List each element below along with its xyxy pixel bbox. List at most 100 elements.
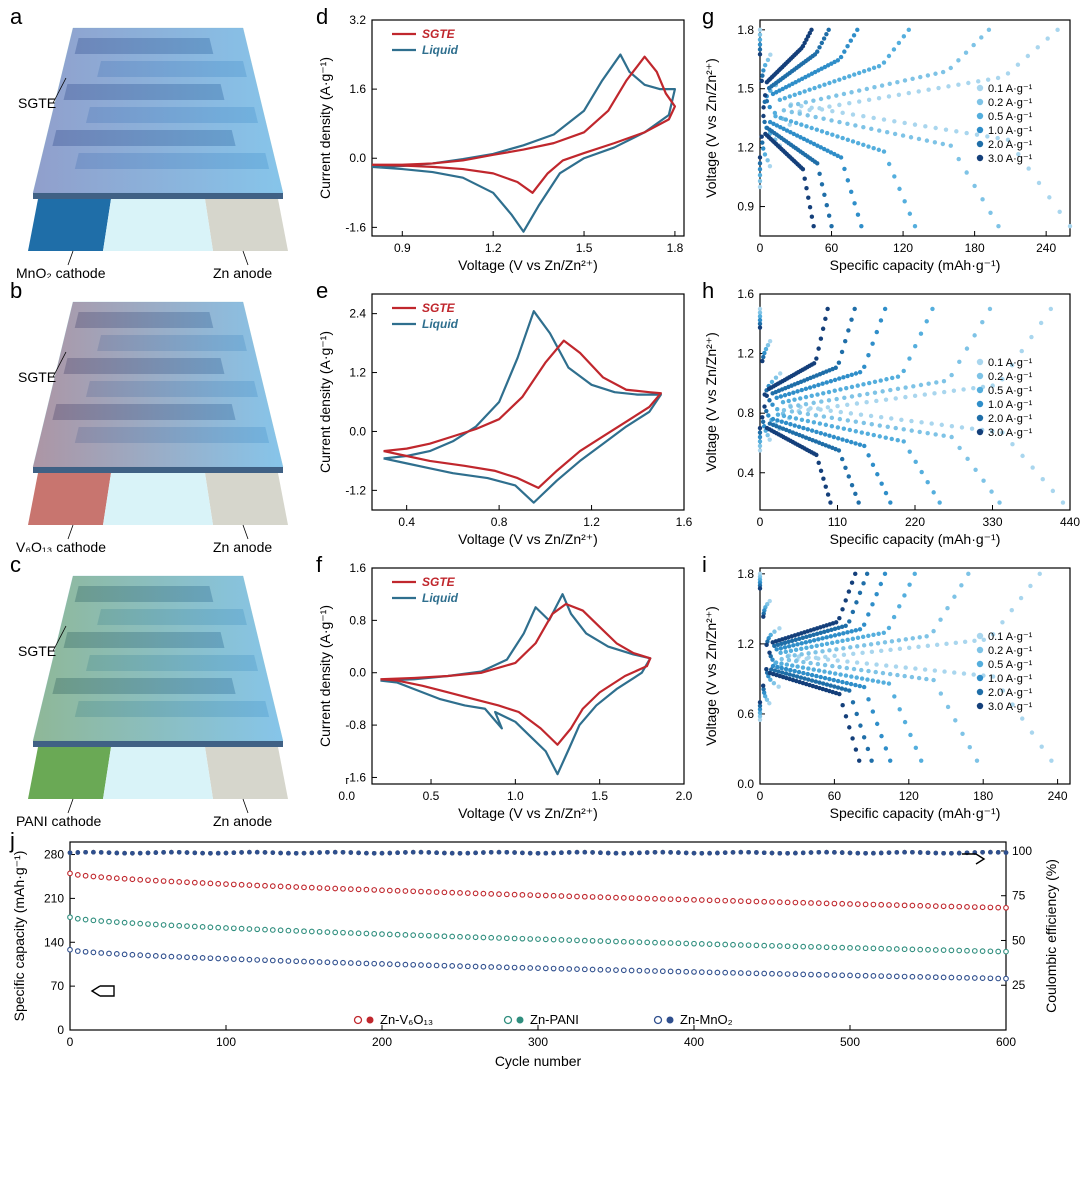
svg-text:1.6: 1.6 [676,515,693,529]
svg-text:0.8: 0.8 [349,613,366,627]
svg-text:-1.6: -1.6 [345,770,366,784]
svg-text:280: 280 [44,848,64,862]
svg-text:1.2: 1.2 [485,241,502,255]
svg-text:25: 25 [1012,978,1026,992]
svg-text:Zn anode: Zn anode [213,539,272,552]
svg-text:180: 180 [965,241,985,255]
svg-text:1.6: 1.6 [737,287,754,301]
panel-c: cSGTEPANI cathodeZn anode [8,556,308,826]
panel-i: i0601201802400.00.61.21.8Specific capaci… [700,556,1080,826]
svg-text:0.2 A·g⁻¹: 0.2 A·g⁻¹ [988,371,1033,383]
svg-text:300: 300 [528,1035,548,1049]
svg-text:440: 440 [1060,515,1080,529]
svg-text:Specific capacity (mAh·g⁻¹): Specific capacity (mAh·g⁻¹) [830,531,1001,547]
svg-text:1.2: 1.2 [737,637,754,651]
svg-text:Voltage (V vs Zn/Zn²⁺): Voltage (V vs Zn/Zn²⁺) [703,606,719,746]
svg-text:0.1 A·g⁻¹: 0.1 A·g⁻¹ [988,631,1033,643]
svg-text:110: 110 [828,515,847,529]
svg-text:Liquid: Liquid [422,591,459,605]
svg-text:1.8: 1.8 [737,23,754,37]
svg-text:Specific capacity (mAh·g⁻¹): Specific capacity (mAh·g⁻¹) [830,257,1001,273]
svg-text:1.0 A·g⁻¹: 1.0 A·g⁻¹ [988,673,1033,685]
panel-g: g0601201802400.91.21.51.8Specific capaci… [700,8,1080,278]
svg-text:Voltage (V vs Zn/Zn²⁺): Voltage (V vs Zn/Zn²⁺) [458,257,598,273]
panel-label-h: h [702,278,714,304]
svg-text:3.0 A·g⁻¹: 3.0 A·g⁻¹ [988,427,1033,439]
svg-text:1.2: 1.2 [737,141,754,155]
svg-text:0.9: 0.9 [737,200,754,214]
svg-text:Zn-PANI: Zn-PANI [530,1012,579,1027]
schematic-c: SGTEPANI cathodeZn anode [8,556,308,826]
svg-text:0.0: 0.0 [349,424,366,438]
svg-text:1.5: 1.5 [737,82,754,96]
svg-text:0.2 A·g⁻¹: 0.2 A·g⁻¹ [988,645,1033,657]
svg-text:SGTE: SGTE [422,27,456,41]
svg-text:50: 50 [1012,933,1026,947]
svg-text:Coulombic efficiency (%): Coulombic efficiency (%) [1043,859,1059,1013]
svg-text:1.5: 1.5 [591,789,608,803]
panel-a: aSGTEMnO₂ cathodeZn anode [8,8,308,278]
svg-text:1.6: 1.6 [349,82,366,96]
panel-j: j 01002003004005006000701402102802550751… [8,832,1068,1072]
svg-text:240: 240 [1036,241,1056,255]
panel-d: d0.91.21.51.8-1.60.01.63.2Voltage (V vs … [314,8,694,278]
panel-h: h01102203304400.40.81.21.6Specific capac… [700,282,1080,552]
svg-text:0.0: 0.0 [349,151,366,165]
svg-text:Cycle number: Cycle number [495,1053,582,1069]
svg-text:600: 600 [996,1035,1016,1049]
svg-text:Specific capacity (mAh·g⁻¹): Specific capacity (mAh·g⁻¹) [11,851,27,1022]
panel-label-j: j [10,828,15,854]
svg-text:Current density (A·g⁻¹): Current density (A·g⁻¹) [317,57,333,199]
svg-text:120: 120 [899,789,919,803]
svg-text:1.0 A·g⁻¹: 1.0 A·g⁻¹ [988,125,1033,137]
svg-text:240: 240 [1048,789,1068,803]
svg-text:0.4: 0.4 [398,515,415,529]
figure-row: aSGTEMnO₂ cathodeZn anoded0.91.21.51.8-1… [8,8,1072,278]
svg-text:-0.8: -0.8 [345,718,366,732]
svg-text:SGTE: SGTE [18,95,56,111]
svg-text:330: 330 [982,515,1002,529]
svg-text:0.1 A·g⁻¹: 0.1 A·g⁻¹ [988,83,1033,95]
svg-text:2.0: 2.0 [676,789,693,803]
svg-text:0.9: 0.9 [394,241,411,255]
svg-text:-1.6: -1.6 [345,220,366,234]
figure-root: aSGTEMnO₂ cathodeZn anode d 0.9 1.2 1.5 1.8 -1… [0,0,1080,1080]
panel-label-a: a [10,4,22,30]
svg-text:SGTE: SGTE [18,369,56,385]
panel-e: e0.40.81.21.6-1.20.01.22.4Voltage (V vs … [314,282,694,552]
svg-text:60: 60 [825,241,839,255]
svg-text:75: 75 [1012,889,1026,903]
svg-text:60: 60 [828,789,842,803]
svg-text:1.2: 1.2 [583,515,600,529]
svg-text:0.2 A·g⁻¹: 0.2 A·g⁻¹ [988,97,1033,109]
svg-text:0.1 A·g⁻¹: 0.1 A·g⁻¹ [988,357,1033,369]
svg-text:SGTE: SGTE [18,643,56,659]
svg-text:1.5: 1.5 [576,241,593,255]
svg-text:Zn-V₆O₁₃: Zn-V₆O₁₃ [380,1012,433,1027]
svg-text:0.5 A·g⁻¹: 0.5 A·g⁻¹ [988,385,1033,397]
svg-text:0.5 A·g⁻¹: 0.5 A·g⁻¹ [988,659,1033,671]
svg-text:1.6: 1.6 [349,561,366,575]
panel-label-e: e [316,278,328,304]
svg-text:SGTE: SGTE [422,575,456,589]
svg-text:3.0 A·g⁻¹: 3.0 A·g⁻¹ [988,153,1033,165]
svg-text:200: 200 [372,1035,392,1049]
svg-text:220: 220 [905,515,925,529]
panel-label-d: d [316,4,328,30]
svg-text:Voltage (V vs Zn/Zn²⁺): Voltage (V vs Zn/Zn²⁺) [703,332,719,472]
svg-text:SGTE: SGTE [422,301,456,315]
svg-text:210: 210 [44,891,64,905]
svg-text:0.0: 0.0 [737,777,754,791]
svg-text:PANI cathode: PANI cathode [16,813,102,826]
svg-text:0.0: 0.0 [338,789,355,803]
svg-text:0: 0 [757,515,764,529]
svg-text:0.8: 0.8 [737,406,754,420]
svg-text:1.8: 1.8 [737,567,754,581]
svg-text:0.5 A·g⁻¹: 0.5 A·g⁻¹ [988,111,1033,123]
svg-text:-1.2: -1.2 [345,483,366,497]
svg-text:100: 100 [1012,844,1032,858]
svg-text:2.4: 2.4 [349,307,366,321]
figure-row: cSGTEPANI cathodeZn anodef0.00.51.01.52.… [8,556,1072,826]
panel-label-f: f [316,552,322,578]
svg-text:Voltage (V vs Zn/Zn²⁺): Voltage (V vs Zn/Zn²⁺) [703,58,719,198]
